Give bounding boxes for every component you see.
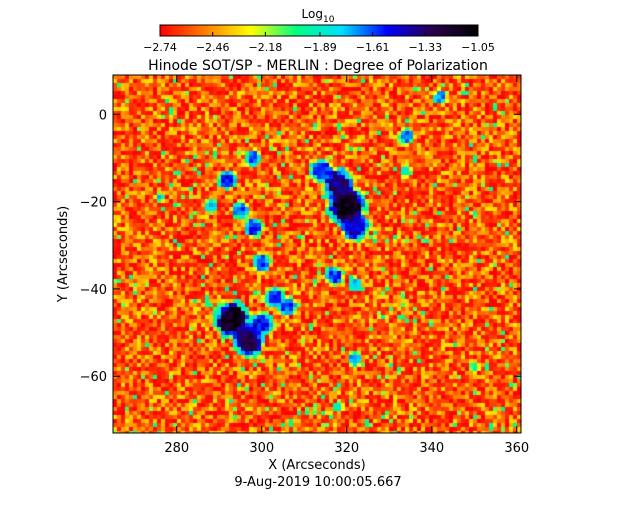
- y-tick-label: −60: [80, 370, 107, 385]
- y-tick-label: −40: [80, 283, 107, 298]
- colorbar-title: Log10: [302, 7, 335, 25]
- colorbar: [159, 24, 479, 37]
- x-tick-label: 300: [249, 441, 274, 456]
- plot-area: [112, 74, 522, 434]
- polarization-heatmap: [113, 75, 521, 433]
- colorbar-tick-label: −1.89: [303, 41, 337, 54]
- colorbar-tick-label: −1.61: [356, 41, 390, 54]
- colorbar-tick-label: −1.33: [408, 41, 442, 54]
- colorbar-ticks: −2.74 −2.46 −2.18 −1.89 −1.61 −1.33 −1.05: [143, 32, 495, 54]
- plot-frame: [112, 74, 522, 434]
- x-tick-label: 340: [419, 441, 444, 456]
- colorbar-tick-label: −1.05: [461, 41, 495, 54]
- x-tick-label: 320: [334, 441, 359, 456]
- x-axis-label: X (Arcseconds): [268, 458, 365, 473]
- x-tick-label: 280: [164, 441, 189, 456]
- axis-ticks: 280 300 320 340 360 0 −20 −40 −60: [80, 75, 529, 456]
- colorbar-tick-label: −2.18: [249, 41, 283, 54]
- y-axis-label: Y (Arcseconds): [56, 206, 71, 303]
- colorbar-tick-label: −2.46: [196, 41, 230, 54]
- chart-title: Hinode SOT/SP - MERLIN : Degree of Polar…: [148, 58, 488, 74]
- y-tick-label: −20: [80, 196, 107, 211]
- colorbar-tick-label: −2.74: [143, 41, 177, 54]
- timestamp-footer: 9-Aug-2019 10:00:05.667: [234, 475, 401, 490]
- x-tick-label: 360: [504, 441, 529, 456]
- y-tick-label: 0: [99, 108, 107, 123]
